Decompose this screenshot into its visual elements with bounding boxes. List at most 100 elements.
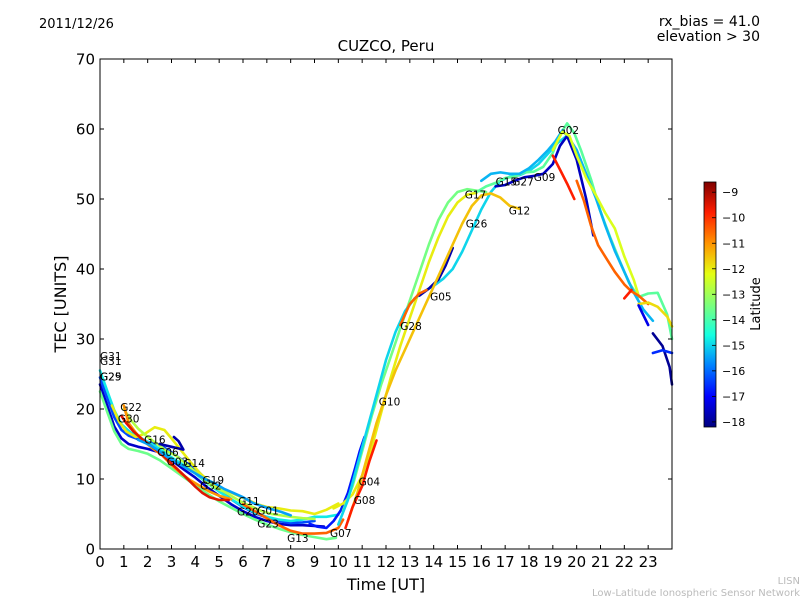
series-arc11	[241, 502, 345, 535]
series-arc27	[637, 304, 650, 327]
prn-label-G25: G25	[100, 371, 122, 383]
colorbar-ticks: −9 −10 −11 −12 −13 −14 −15 −16 −17 −18	[712, 186, 745, 429]
lisn-short-label: LISN	[777, 576, 800, 587]
series-arc18	[344, 439, 378, 530]
colorbar-tick-label: −15	[722, 339, 745, 352]
date-label: 2011/12/26	[39, 17, 114, 32]
prn-label-G15: G15	[496, 177, 517, 189]
x-tick-label: 5	[214, 553, 224, 571]
prn-label-G20: G20	[237, 506, 259, 518]
prn-label-G07: G07	[330, 528, 352, 540]
y-tick-label: 30	[76, 331, 95, 349]
prn-label-G29: G29	[100, 371, 122, 383]
x-tick-label: 18	[519, 553, 538, 571]
colorbar-label: Latitude	[749, 277, 764, 331]
y-tick-label: 20	[76, 401, 95, 419]
x-tick-label: 2	[143, 553, 153, 571]
series-arc20	[475, 122, 674, 341]
prn-label-G01: G01	[257, 506, 279, 518]
x-tick-label: 12	[376, 553, 395, 571]
x-tick-label: 10	[329, 553, 348, 571]
y-axis-label: TEC [UNITS]	[51, 256, 70, 354]
x-tick-label: 8	[286, 553, 296, 571]
series-arc10	[158, 435, 185, 451]
prn-label-G09: G09	[534, 172, 556, 184]
x-tick-label: 20	[567, 553, 586, 571]
colorbar-tick-label: −17	[722, 390, 745, 403]
prn-label-G23: G23	[257, 518, 279, 530]
prn-label-G13: G13	[287, 533, 309, 545]
colorbar-tick-label: −10	[722, 212, 745, 225]
y-tick-label: 0	[85, 541, 95, 559]
colorbar-tick-label: −12	[722, 263, 745, 276]
colorbar-tick-label: −13	[722, 288, 745, 301]
x-axis: 0 1 2 3 4 5 6 7 8 9 10 11 12 13 14 15 16 17 18 19 20 21 22 23	[95, 59, 658, 571]
series-arc23	[551, 130, 640, 297]
chart-title: CUZCO, Peru	[337, 37, 435, 55]
x-tick-label: 19	[543, 553, 562, 571]
y-tick-label: 40	[76, 261, 95, 279]
x-tick-label: 4	[191, 553, 201, 571]
y-tick-label: 10	[76, 471, 95, 489]
series-arc28	[651, 332, 674, 386]
series-arc06	[122, 407, 316, 521]
prn-label-G14: G14	[183, 458, 205, 470]
series-arc09	[136, 438, 292, 517]
prn-label-G11: G11	[238, 496, 260, 508]
x-tick-label: 6	[238, 553, 248, 571]
x-axis-label: Time [UT]	[346, 575, 425, 594]
y-tick-label: 50	[76, 191, 95, 209]
prn-label-G19: G19	[203, 475, 225, 487]
y-axis: 0 10 20 30 40 50 60 70	[76, 51, 672, 559]
prn-label-G03: G03	[167, 457, 189, 469]
colorbar	[703, 181, 717, 428]
series-arc22	[494, 134, 595, 237]
prn-label-G10: G10	[379, 397, 401, 409]
x-tick-label: 7	[262, 553, 272, 571]
prn-label-G31: G31	[100, 351, 122, 363]
series-arc15	[337, 136, 567, 526]
prn-label-G32: G32	[200, 481, 222, 493]
series-arc19	[399, 288, 428, 327]
prn-label-G04: G04	[359, 476, 381, 488]
x-tick-label: 22	[615, 553, 634, 571]
prn-label-G31: G31	[100, 356, 122, 368]
colorbar-tick-label: −16	[722, 365, 745, 378]
x-tick-label: 9	[310, 553, 320, 571]
x-tick-label: 16	[472, 553, 491, 571]
x-tick-label: 1	[119, 553, 129, 571]
y-tick-label: 70	[76, 51, 95, 69]
y-tick-label: 60	[76, 121, 95, 139]
x-tick-label: 13	[400, 553, 419, 571]
prn-label-G06: G06	[157, 447, 179, 459]
series-arc12	[308, 435, 366, 530]
series-arc04	[98, 390, 338, 541]
prn-label-G26: G26	[466, 219, 488, 231]
prn-label-G05: G05	[430, 292, 452, 304]
colorbar-tick-label: −14	[722, 314, 745, 327]
x-tick-label: 15	[448, 553, 467, 571]
x-tick-label: 0	[95, 553, 105, 571]
x-tick-label: 14	[424, 553, 443, 571]
rx-bias-label: rx_bias = 41.0	[658, 14, 760, 30]
prn-label-G30: G30	[118, 413, 139, 425]
prn-label-G28: G28	[400, 321, 422, 333]
series-arc13	[332, 191, 478, 510]
x-tick-label: 21	[591, 553, 610, 571]
series-arc21	[480, 129, 655, 323]
series-arc25	[575, 179, 650, 306]
series-arc26	[637, 301, 674, 328]
prn-label-G22: G22	[120, 402, 142, 414]
colorbar-tick-label: −9	[722, 186, 738, 199]
prn-label-G27: G27	[512, 177, 534, 189]
data-series-layer	[98, 122, 674, 541]
prn-label-G16: G16	[144, 434, 166, 446]
prn-label-G02: G02	[558, 125, 580, 137]
prn-label-G08: G08	[354, 495, 376, 507]
series-arc08	[120, 414, 230, 502]
x-tick-label: 3	[167, 553, 177, 571]
colorbar-tick-label: −11	[722, 237, 745, 250]
colorbar-tick-label: −18	[722, 416, 745, 429]
series-arc30	[623, 288, 633, 300]
